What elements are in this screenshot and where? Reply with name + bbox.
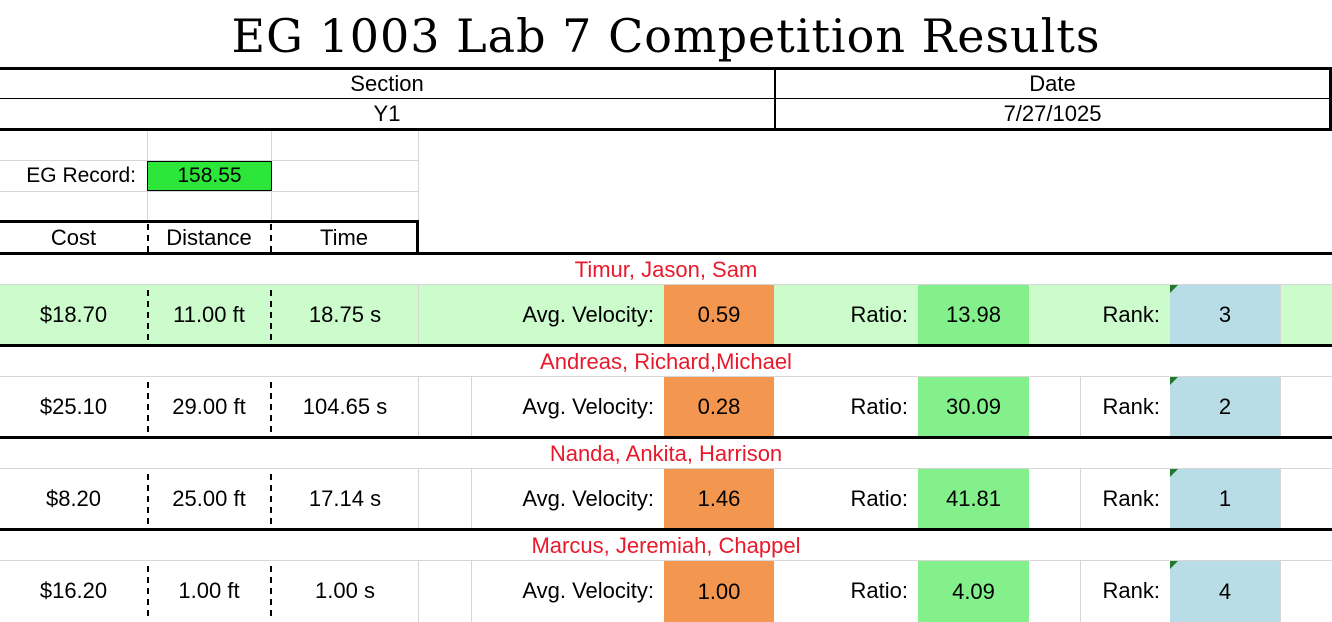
rank-cell[interactable]: 3 bbox=[1170, 285, 1280, 344]
distance-cell[interactable]: 1.00 ft bbox=[178, 577, 240, 603]
team-names: Andreas, Richard,Michael bbox=[540, 348, 792, 374]
comment-marker-icon[interactable] bbox=[1170, 561, 1178, 569]
section-label: Section bbox=[350, 70, 424, 96]
time-cell[interactable]: 18.75 s bbox=[308, 301, 382, 327]
ratio-cell[interactable]: 41.81 bbox=[918, 469, 1029, 528]
cost-cell[interactable]: $16.20 bbox=[39, 577, 108, 603]
cost-cell[interactable]: $18.70 bbox=[39, 301, 108, 327]
cost-cell[interactable]: $25.10 bbox=[39, 393, 108, 419]
rank-label: Rank: bbox=[1102, 485, 1160, 511]
rank-cell[interactable]: 1 bbox=[1170, 469, 1280, 528]
comment-marker-icon[interactable] bbox=[1170, 377, 1178, 385]
ratio-cell[interactable]: 13.98 bbox=[918, 285, 1029, 344]
velocity-label: Avg. Velocity: bbox=[522, 485, 654, 511]
team-names: Marcus, Jeremiah, Chappel bbox=[531, 532, 801, 558]
column-time: Time bbox=[319, 224, 369, 250]
comment-marker-icon[interactable] bbox=[1170, 469, 1178, 477]
column-distance: Distance bbox=[166, 224, 252, 250]
time-cell[interactable]: 17.14 s bbox=[308, 485, 382, 511]
date-value[interactable]: 7/27/1025 bbox=[1003, 100, 1102, 126]
record-value[interactable]: 158.55 bbox=[147, 161, 272, 191]
date-label: Date bbox=[1029, 70, 1076, 96]
distance-cell[interactable]: 25.00 ft bbox=[172, 485, 246, 511]
column-cost: Cost bbox=[50, 224, 97, 250]
ratio-label: Ratio: bbox=[850, 577, 908, 603]
rank-label: Rank: bbox=[1102, 301, 1160, 327]
time-cell[interactable]: 1.00 s bbox=[315, 577, 375, 603]
rank-label: Rank: bbox=[1102, 577, 1160, 603]
page-title: EG 1003 Lab 7 Competition Results bbox=[231, 9, 1101, 63]
ratio-label: Ratio: bbox=[850, 393, 908, 419]
velocity-cell[interactable]: 0.59 bbox=[664, 285, 774, 344]
velocity-cell[interactable]: 0.28 bbox=[664, 377, 774, 436]
velocity-label: Avg. Velocity: bbox=[522, 393, 654, 419]
record-label: EG Record: bbox=[26, 163, 136, 187]
team-names: Timur, Jason, Sam bbox=[574, 256, 758, 282]
cost-cell[interactable]: $8.20 bbox=[45, 485, 102, 511]
distance-cell[interactable]: 11.00 ft bbox=[173, 301, 245, 327]
velocity-label: Avg. Velocity: bbox=[522, 301, 654, 327]
ratio-label: Ratio: bbox=[850, 485, 908, 511]
comment-marker-icon[interactable] bbox=[1170, 285, 1178, 293]
distance-cell[interactable]: 29.00 ft bbox=[172, 393, 246, 419]
time-cell[interactable]: 104.65 s bbox=[302, 393, 388, 419]
velocity-label: Avg. Velocity: bbox=[522, 577, 654, 603]
ratio-cell[interactable]: 30.09 bbox=[918, 377, 1029, 436]
ratio-label: Ratio: bbox=[850, 301, 908, 327]
velocity-cell[interactable]: 1.00 bbox=[664, 561, 774, 622]
rank-cell[interactable]: 2 bbox=[1170, 377, 1280, 436]
rank-label: Rank: bbox=[1102, 393, 1160, 419]
section-value[interactable]: Y1 bbox=[373, 100, 401, 126]
ratio-cell[interactable]: 4.09 bbox=[918, 561, 1029, 622]
rank-cell[interactable]: 4 bbox=[1170, 561, 1280, 622]
velocity-cell[interactable]: 1.46 bbox=[664, 469, 774, 528]
team-names: Nanda, Ankita, Harrison bbox=[549, 440, 783, 466]
